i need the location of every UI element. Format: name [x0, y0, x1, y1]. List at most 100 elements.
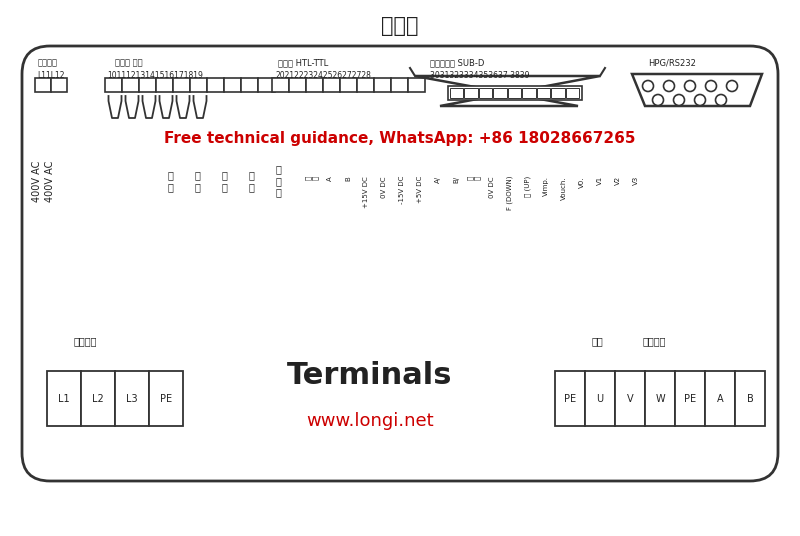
Bar	[566, 88, 579, 98]
Text: B: B	[345, 176, 351, 181]
Text: 10111213141516171819: 10111213141516171819	[107, 71, 203, 79]
Text: www.longi.net: www.longi.net	[306, 412, 434, 430]
Text: L1: L1	[58, 393, 70, 404]
Text: Terminals: Terminals	[287, 361, 453, 391]
Bar	[508, 88, 522, 98]
Circle shape	[726, 80, 738, 92]
Bar	[735, 371, 765, 426]
Text: B/: B/	[453, 176, 459, 183]
Text: PE: PE	[684, 393, 696, 404]
Text: V1: V1	[597, 176, 603, 185]
Text: 门
机: 门 机	[248, 170, 254, 192]
Text: 屏
蔽: 屏 蔽	[467, 176, 481, 180]
Bar	[81, 371, 115, 426]
Bar	[522, 88, 536, 98]
Text: 制
动: 制 动	[194, 170, 200, 192]
Text: 数字输入或 SUB-D: 数字输入或 SUB-D	[430, 58, 484, 68]
Bar	[139, 78, 156, 92]
Text: A: A	[327, 176, 333, 181]
Text: +5V DC: +5V DC	[417, 176, 423, 203]
Circle shape	[674, 94, 685, 106]
Text: 可
编
程: 可 编 程	[275, 165, 281, 198]
Text: 电力供应: 电力供应	[74, 336, 97, 346]
Text: 准
备: 准 备	[167, 170, 173, 192]
Bar	[391, 78, 408, 92]
Text: PE: PE	[564, 393, 576, 404]
Text: Free technical guidance, WhatsApp: +86 18028667265: Free technical guidance, WhatsApp: +86 1…	[164, 130, 636, 145]
Polygon shape	[415, 76, 600, 106]
Bar	[465, 88, 478, 98]
Bar	[555, 371, 585, 426]
Text: U: U	[597, 393, 603, 404]
Text: -15V DC: -15V DC	[399, 176, 405, 204]
Bar	[35, 78, 51, 92]
Bar	[272, 78, 289, 92]
Polygon shape	[632, 74, 762, 106]
Bar	[340, 78, 357, 92]
Circle shape	[653, 94, 663, 106]
Circle shape	[685, 80, 695, 92]
Text: 运
行: 运 行	[221, 170, 227, 192]
Bar	[705, 371, 735, 426]
Text: HPG/RS232: HPG/RS232	[648, 58, 696, 68]
Text: 电机: 电机	[592, 336, 604, 346]
Bar	[149, 371, 183, 426]
Circle shape	[642, 80, 654, 92]
Bar	[675, 371, 705, 426]
Bar	[241, 78, 258, 92]
Text: 端子图: 端子图	[382, 16, 418, 36]
Text: 400V AC: 400V AC	[45, 160, 55, 202]
Bar	[494, 88, 506, 98]
Text: 制动电阻: 制动电阻	[643, 336, 666, 346]
Text: B: B	[746, 393, 754, 404]
Bar	[207, 78, 224, 92]
Text: A: A	[717, 393, 723, 404]
Text: V: V	[626, 393, 634, 404]
Bar	[289, 78, 306, 92]
Bar	[645, 371, 675, 426]
Bar	[173, 78, 190, 92]
Text: +15V DC: +15V DC	[363, 176, 369, 208]
Text: 编码器 HTL-TTL: 编码器 HTL-TTL	[278, 58, 328, 68]
Text: L2: L2	[92, 393, 104, 404]
Bar	[323, 78, 340, 92]
Bar	[224, 78, 241, 92]
Text: 0V DC: 0V DC	[381, 176, 387, 197]
Bar	[448, 86, 582, 100]
Text: L3: L3	[126, 393, 138, 404]
Text: PE: PE	[160, 393, 172, 404]
Text: 上 (UP): 上 (UP)	[525, 176, 531, 197]
Bar	[258, 78, 275, 92]
Text: 继电器 输出: 继电器 输出	[115, 58, 142, 68]
Text: A/: A/	[435, 176, 441, 183]
Text: V2: V2	[615, 176, 621, 185]
Text: Vimp.: Vimp.	[543, 176, 549, 196]
Text: V0.: V0.	[579, 176, 585, 188]
Bar	[615, 371, 645, 426]
Text: W: W	[655, 393, 665, 404]
Circle shape	[663, 80, 674, 92]
Text: 屏
蔽: 屏 蔽	[305, 176, 319, 180]
Text: 0V DC: 0V DC	[489, 176, 495, 197]
Text: 控制电压: 控制电压	[38, 58, 58, 68]
Text: 3031323334353637 3839: 3031323334353637 3839	[430, 71, 530, 79]
Bar	[190, 78, 207, 92]
Text: 20212223242526272728: 20212223242526272728	[275, 71, 371, 79]
Bar	[122, 78, 139, 92]
Text: Vouch.: Vouch.	[561, 176, 567, 199]
Bar	[115, 371, 149, 426]
Bar	[374, 78, 391, 92]
FancyBboxPatch shape	[22, 46, 778, 481]
Bar	[479, 88, 492, 98]
Bar	[306, 78, 323, 92]
Circle shape	[694, 94, 706, 106]
Text: 400V AC: 400V AC	[32, 160, 42, 202]
Bar	[551, 88, 565, 98]
Bar	[357, 78, 374, 92]
Bar	[585, 371, 615, 426]
Bar	[51, 78, 67, 92]
Bar	[47, 371, 81, 426]
Bar	[408, 78, 425, 92]
Circle shape	[715, 94, 726, 106]
Text: F (DOWN): F (DOWN)	[506, 176, 514, 211]
